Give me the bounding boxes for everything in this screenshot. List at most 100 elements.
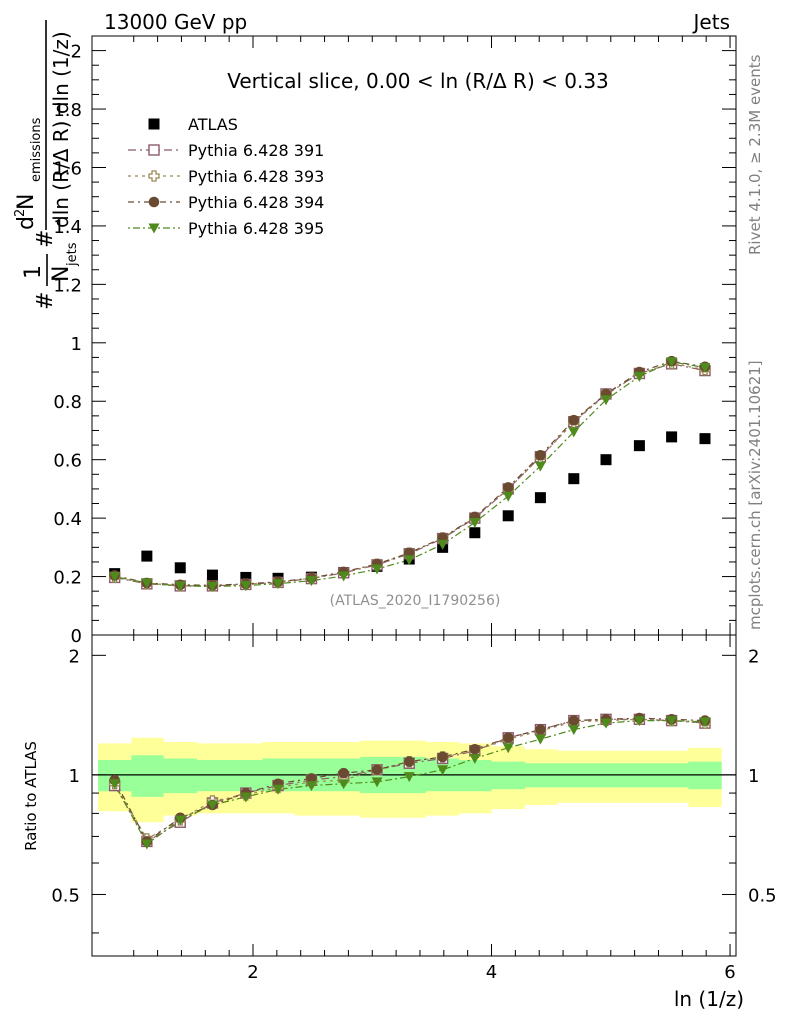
legend-marker-p391	[148, 144, 160, 156]
main-y-tick-label: 1	[71, 334, 82, 355]
main-point-atlas	[600, 454, 612, 466]
ratio-y-axis-label: Ratio to ATLAS	[22, 741, 40, 851]
main-point-p395	[437, 539, 449, 550]
mcplots-credit-label: mcplots.cern.ch [arXiv:2401.10621]	[746, 360, 764, 630]
ratio-point-p395	[109, 779, 121, 790]
main-point-p395	[502, 491, 514, 502]
ratio-point-p395	[600, 718, 612, 729]
legend-label-p395: Pythia 6.428 395	[188, 219, 324, 238]
ratio-point-p395	[206, 800, 218, 811]
ratio-point-p395	[469, 753, 481, 764]
ratio-point-p395	[534, 734, 546, 745]
rivet-version-label: Rivet 4.1.0, ≥ 2.3M events	[746, 54, 764, 255]
ratio-y-tick-label-left: 0.5	[51, 885, 80, 906]
ratio-y-tick-label-left: 1	[69, 766, 80, 787]
main-y-tick-label: 0.2	[53, 568, 82, 589]
main-point-p395	[568, 427, 580, 438]
legend-label-p393: Pythia 6.428 393	[188, 167, 324, 186]
main-axis-ticks: 0 0.2 0.4 0.6 0.8 1 1.2 1.4 1.6 1.8 2	[53, 36, 736, 647]
main-point-p395	[141, 578, 153, 589]
ratio-y-tick-label-right: 2	[748, 646, 759, 667]
main-point-p395	[403, 555, 415, 566]
ratio-point-p394	[568, 715, 580, 726]
main-point-atlas	[568, 473, 580, 485]
ratio-point-p395	[174, 815, 186, 826]
y-label-frac2-sub: emissions	[29, 117, 44, 182]
x-tick-label: 4	[486, 962, 497, 983]
main-point-p394	[502, 482, 514, 493]
ratio-point-p394	[306, 773, 317, 784]
main-point-atlas	[206, 569, 218, 581]
ratio-point-p394	[535, 724, 546, 735]
y-label-hash-1: #	[33, 292, 58, 310]
legend-marker-p395	[148, 223, 160, 234]
ratio-point-p395	[502, 743, 514, 754]
y-label-frac1-numerator: 1	[21, 265, 46, 279]
ratio-point-p395	[699, 717, 711, 728]
ratio-point-p394	[338, 767, 349, 779]
main-point-p395	[305, 576, 317, 587]
main-point-p394	[535, 450, 546, 461]
y-label-frac2-n: N	[14, 194, 39, 210]
main-point-p395	[666, 357, 678, 368]
main-point-p395	[534, 461, 546, 472]
main-point-p395	[109, 572, 121, 583]
legend-marker-atlas	[148, 118, 160, 130]
main-y-tick-label: 0	[71, 626, 82, 647]
ratio-panel: 0.5 0.5 1 1 2 2 2 4 6	[51, 634, 777, 983]
legend-label-p391: Pythia 6.428 391	[188, 141, 324, 160]
y-label-hash-2: #	[33, 230, 58, 248]
y-label-frac2-d: d	[14, 216, 39, 230]
main-point-p395	[272, 579, 284, 590]
main-point-atlas	[469, 527, 481, 539]
legend-label-atlas: ATLAS	[188, 115, 238, 134]
main-point-p395	[633, 371, 645, 382]
legend-marker-p394	[148, 196, 160, 208]
main-point-atlas	[699, 433, 711, 445]
y-label-frac2-sup: 2	[13, 209, 28, 217]
header-energy-label: 13000 GeV pp	[104, 10, 247, 34]
main-y-tick-label: 0.6	[53, 451, 82, 472]
main-point-p395	[371, 564, 383, 575]
main-point-atlas	[633, 440, 645, 452]
main-y-tick-label: 0.8	[53, 392, 82, 413]
y-label-frac2-denominator: dln (R/Δ R) dln (1/z)	[49, 31, 73, 228]
main-point-p395	[338, 571, 350, 582]
ratio-point-p395	[437, 765, 449, 776]
main-point-p394	[568, 414, 580, 426]
main-y-tick-label: 2	[71, 42, 82, 63]
legend-label-p394: Pythia 6.428 394	[188, 193, 324, 212]
ratio-point-p395	[371, 777, 383, 788]
main-point-p395	[469, 518, 481, 529]
ratio-axis-ticks: 0.5 0.5 1 1 2 2 2 4 6	[51, 635, 777, 983]
main-point-atlas	[141, 550, 153, 562]
ratio-point-p395	[338, 779, 350, 790]
ratio-point-p395	[568, 725, 580, 736]
ratio-frame	[91, 634, 737, 957]
ratio-point-p394	[502, 732, 514, 744]
legend: ATLAS Pythia 6.428 391 Pythia 6.428 393 Pyt…	[128, 115, 324, 238]
x-tick-label: 2	[247, 962, 258, 983]
ratio-point-p394	[469, 743, 481, 755]
y-label-frac1-denominator: N	[49, 266, 74, 282]
main-point-p395	[699, 363, 711, 374]
ratio-series-markers	[108, 712, 711, 850]
main-point-atlas	[666, 431, 678, 443]
x-axis-label: ln (1/z)	[674, 987, 744, 1011]
main-point-atlas	[240, 571, 252, 583]
ratio-point-p395	[403, 772, 415, 783]
main-point-p395	[600, 395, 612, 406]
x-tick-label: 6	[724, 962, 735, 983]
main-point-atlas	[502, 510, 514, 522]
ratio-point-p394	[403, 756, 415, 767]
ratio-point-p395	[633, 716, 645, 727]
main-point-p395	[206, 581, 218, 592]
main-point-p395	[174, 581, 186, 592]
ratio-point-p395	[666, 716, 678, 727]
ratio-point-p395	[305, 781, 317, 792]
analysis-watermark: (ATLAS_2020_I1790256)	[330, 593, 501, 609]
main-y-tick-label: 1.6	[53, 158, 82, 179]
ratio-point-p394	[371, 764, 383, 776]
header-jets-label: Jets	[692, 10, 730, 34]
